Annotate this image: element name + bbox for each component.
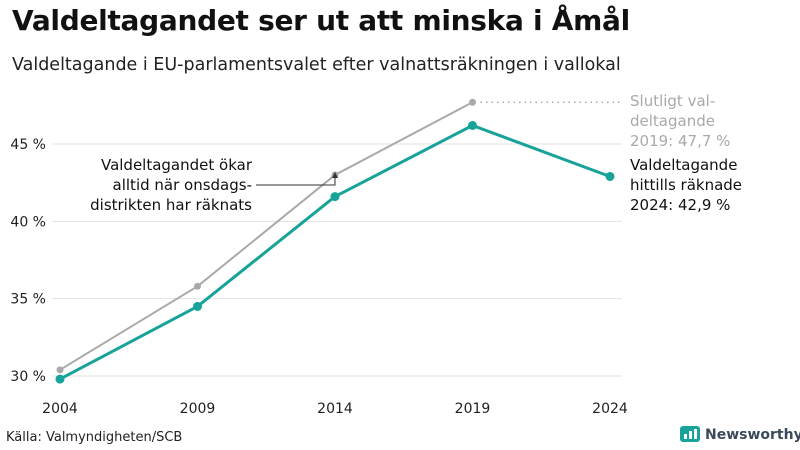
x-tick-label: 2014 <box>317 401 353 417</box>
note-arrow-line <box>256 176 336 186</box>
final-turnout-point <box>194 282 201 290</box>
current-turnout-label: 2024: 42,9 % <box>630 196 730 214</box>
x-tick-label: 2024 <box>592 401 628 417</box>
x-tick-label: 2004 <box>42 401 78 417</box>
y-tick-label: 45 % <box>10 137 46 153</box>
counted-turnout-point <box>330 192 340 202</box>
counted-turnout-point <box>468 120 477 130</box>
y-tick-label: 35 % <box>10 292 46 308</box>
counted-turnout-point <box>605 171 615 181</box>
final-turnout-point <box>469 98 476 106</box>
line-chart: 30 % 35 % 40 % 45 % 2004 2009 2014 2019 2024 Sl… <box>10 92 742 417</box>
newsworthy-logo-icon <box>680 426 700 442</box>
current-turnout-label: hittills räknade <box>630 176 742 194</box>
y-axis-tick-labels: 30 % 35 % 40 % 45 % <box>10 137 46 385</box>
final-turnout-line <box>59 101 474 371</box>
note-text: distrikten har räknats <box>90 196 252 214</box>
chart-subtitle: Valdeltagande i EU-parlamentsvalet efter… <box>12 55 621 75</box>
brand-name: Newsworthy <box>705 427 800 443</box>
x-tick-label: 2009 <box>180 401 216 417</box>
note-text: alltid när onsdags- <box>113 176 252 194</box>
series-lines <box>55 98 615 384</box>
final-turnout-label: deltagande <box>630 112 715 130</box>
final-turnout-label: Slutligt val- <box>630 92 715 110</box>
counted-turnout-point <box>193 301 202 311</box>
final-turnout-point <box>56 366 64 374</box>
current-turnout-label: Valdeltagande <box>630 156 737 174</box>
brand-logo: Newsworthy <box>680 426 800 444</box>
y-tick-label: 40 % <box>10 214 46 230</box>
chart-title: Valdeltagandet ser ut att minska i Åmål <box>12 4 630 37</box>
x-axis-tick-labels: 2004 2009 2014 2019 2024 <box>42 401 628 417</box>
grid-lines <box>52 143 622 377</box>
x-tick-label: 2019 <box>455 401 491 417</box>
counted-turnout-point <box>55 374 65 384</box>
note-text: Valdeltagandet ökar <box>101 156 253 174</box>
y-tick-label: 30 % <box>10 369 46 385</box>
note-arrow-head <box>332 172 338 178</box>
annotations: Slutligt val-deltagande 2019: 47,7 % Valde… <box>90 92 742 214</box>
final-turnout-label: 2019: 47,7 % <box>630 132 730 150</box>
source-note: Källa: Valmyndigheten/SCB <box>6 430 183 445</box>
